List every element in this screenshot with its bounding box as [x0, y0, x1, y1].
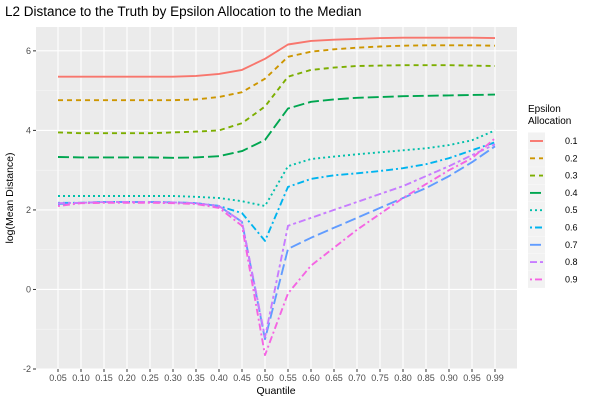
x-tick-label: 0.40 — [210, 373, 228, 383]
y-tick-label: 6 — [26, 46, 31, 56]
x-tick-label: 0.50 — [256, 373, 274, 383]
y-tick-label: 0 — [26, 284, 31, 294]
x-tick-label: 0.95 — [463, 373, 481, 383]
x-tick-label: 0.35 — [187, 373, 205, 383]
legend-label-0.5: 0.5 — [565, 205, 578, 215]
legend-label-0.1: 0.1 — [565, 136, 578, 146]
x-tick-label: 0.55 — [279, 373, 297, 383]
x-tick-label: 0.10 — [72, 373, 90, 383]
legend-label-0.6: 0.6 — [565, 223, 578, 233]
x-tick-label: 0.15 — [95, 373, 113, 383]
y-tick-label: 4 — [26, 125, 31, 135]
legend-key-bg — [528, 167, 545, 185]
series-line-0.5 — [58, 129, 496, 207]
x-tick-label: 0.80 — [394, 373, 412, 383]
legend-title-line: Allocation — [528, 116, 571, 127]
series-line-0.1 — [58, 36, 496, 78]
chart-title: L2 Distance to the Truth by Epsilon Allo… — [5, 4, 361, 19]
x-tick-label: 0.20 — [118, 373, 136, 383]
x-tick-label: 0.85 — [417, 373, 435, 383]
legend-label-0.4: 0.4 — [565, 188, 578, 198]
legend: Epsilon Allocation 0.10.20.30.40.50.60.70… — [528, 104, 578, 288]
series-line-0.4 — [57, 93, 496, 159]
x-tick-label: 0.60 — [302, 373, 320, 383]
legend-key-bg — [528, 149, 545, 167]
x-tick-label: 0.90 — [440, 373, 458, 383]
series-line-0.9 — [57, 137, 496, 357]
legend-label-0.9: 0.9 — [565, 274, 578, 284]
x-tick-label: 0.99 — [486, 373, 504, 383]
x-tick-label: 0.30 — [164, 373, 182, 383]
legend-items: 0.1 0.2 0.3 0.4 0.5 0.6 0.7 0.8 0.9 — [528, 132, 578, 288]
grid-minor — [36, 90, 517, 330]
x-tick-label: 0.65 — [325, 373, 343, 383]
legend-label-0.2: 0.2 — [565, 153, 578, 163]
x-tick-label: 0.75 — [371, 373, 389, 383]
series-line-0.2 — [58, 44, 496, 102]
x-tick-label: 0.70 — [348, 373, 366, 383]
series-line-0.6 — [58, 141, 496, 242]
x-axis-ticks: 0.05 0.10 0.15 0.20 0.25 0.30 0.35 0.40 0.45 0.50… — [49, 369, 504, 383]
legend-title-line: Epsilon — [528, 104, 561, 115]
x-tick-label: 0.25 — [141, 373, 159, 383]
y-axis-ticks: -2 0 2 4 6 — [23, 46, 36, 374]
y-tick-label: 2 — [26, 205, 31, 215]
legend-label-0.8: 0.8 — [565, 257, 578, 267]
legend-label-0.3: 0.3 — [565, 171, 578, 181]
series-lines — [57, 36, 496, 357]
legend-title: Epsilon Allocation — [528, 104, 571, 127]
series-line-0.3 — [57, 64, 496, 135]
y-tick-label: -2 — [23, 364, 31, 374]
series-line-0.8 — [57, 143, 496, 339]
legend-label-0.7: 0.7 — [565, 240, 578, 250]
x-axis-title: Quantile — [256, 385, 295, 397]
plot-panel — [36, 27, 517, 369]
x-tick-label: 0.05 — [49, 373, 67, 383]
x-tick-label: 0.45 — [233, 373, 251, 383]
y-axis-title: log(Mean Distance) — [4, 152, 16, 243]
series-line-0.7 — [57, 145, 496, 341]
